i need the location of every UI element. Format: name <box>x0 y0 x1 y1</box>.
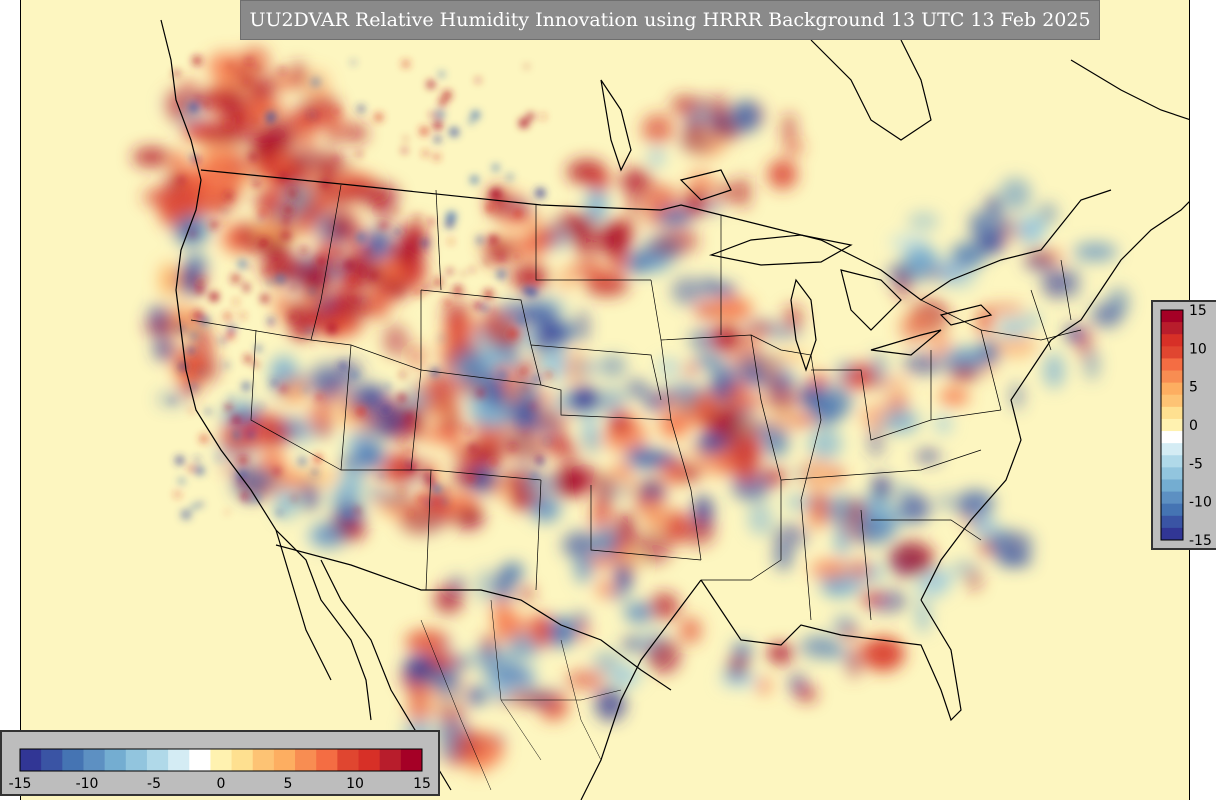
texas-coast <box>580 579 702 800</box>
colorbar-swatch <box>104 749 127 771</box>
colorbar-swatch <box>125 749 148 771</box>
lake-ontario <box>939 304 993 326</box>
horizontal-colorbar-panel: -15 -10 -5 0 5 10 15 <box>0 730 440 796</box>
us-canada-border <box>200 169 1112 301</box>
pacific-coastline <box>160 19 372 721</box>
humidity-innovation-field <box>132 47 1130 776</box>
lake-huron <box>840 269 902 331</box>
colorbar-swatch <box>1161 394 1183 408</box>
colorbar-tick-label: 5 <box>1189 380 1198 396</box>
colorbar-swatch <box>379 749 402 771</box>
baja-coastline <box>275 529 332 681</box>
colorbar-tick-label: -5 <box>1189 456 1203 472</box>
colorbar-swatch <box>1161 334 1183 347</box>
colorbar-tick-label: 5 <box>284 776 293 792</box>
colorbar-tick-label: 15 <box>1189 303 1207 319</box>
colorbar-swatch <box>168 749 190 771</box>
map-area <box>20 0 1190 800</box>
colorbar-tick-label: -15 <box>1189 533 1212 548</box>
colorbar-swatch <box>337 749 360 771</box>
colorbar-swatch <box>1161 382 1183 396</box>
colorbar-swatch <box>1161 346 1183 359</box>
colorbar-swatch <box>252 749 275 771</box>
colorbar-swatch <box>316 749 338 771</box>
colorbar-tick-label: -15 <box>9 776 32 792</box>
lake-michigan <box>790 278 817 372</box>
colorbar-swatch <box>41 749 63 771</box>
colorbar-swatch <box>20 749 42 771</box>
colorbar-swatch <box>1161 418 1183 432</box>
colorbar-tick-label: 15 <box>413 776 431 792</box>
colorbar-swatch <box>1161 431 1183 444</box>
colorbar-swatch <box>1161 443 1183 456</box>
colorbar-swatch <box>1161 503 1183 517</box>
colorbar-swatch <box>1161 491 1183 505</box>
colorbar-swatch <box>1161 310 1183 323</box>
colorbar-tick-label: -5 <box>147 776 161 792</box>
map-boundaries <box>160 19 1189 800</box>
vertical-colorbar: 15 10 5 0 -5 -10 -15 <box>1160 303 1212 548</box>
gulf-coastline <box>700 579 962 722</box>
colorbar-swatch <box>62 749 84 771</box>
map-canvas <box>132 19 1189 800</box>
colorbar-swatch <box>1161 370 1183 384</box>
colorbar-tick-label: -10 <box>76 776 99 792</box>
lake-superior <box>708 234 853 266</box>
us-mexico-border <box>275 544 672 691</box>
colorbar-swatch <box>231 749 254 771</box>
state-borders <box>190 184 1082 621</box>
colorbar-tick-label: 0 <box>217 776 226 792</box>
colorbar-swatch <box>210 749 233 771</box>
lake-of-the-woods <box>679 169 732 201</box>
canada-coast-east <box>1070 59 1189 120</box>
lake-winnipeg <box>600 79 632 172</box>
colorbar-tick-label: -10 <box>1189 495 1212 511</box>
colorbar-swatch <box>1161 455 1183 468</box>
lake-erie <box>870 329 942 356</box>
colorbar-swatch <box>273 749 296 771</box>
mexico-states <box>420 599 622 791</box>
colorbar-swatch <box>1161 479 1183 493</box>
colorbar-swatch <box>189 749 211 771</box>
colorbar-swatch <box>1161 322 1183 335</box>
vertical-colorbar-panel: 15 10 5 0 -5 -10 -15 <box>1151 300 1216 550</box>
colorbar-swatch <box>146 749 169 771</box>
colorbar-swatch <box>1161 467 1183 480</box>
colorbar-tick-label: 10 <box>346 776 364 792</box>
map-title: UU2DVAR Relative Humidity Innovation usi… <box>240 0 1100 40</box>
hudson-bay-coast <box>810 39 932 141</box>
colorbar-swatch <box>295 749 317 771</box>
colorbar-tick-label: 10 <box>1189 341 1207 357</box>
colorbar-swatch <box>1161 527 1183 541</box>
colorbar-swatch <box>83 749 106 771</box>
colorbar-swatch <box>1161 515 1183 529</box>
colorbar-swatch <box>1161 406 1183 420</box>
colorbar-swatch <box>1161 358 1183 372</box>
atlantic-coastline <box>920 201 1189 601</box>
colorbar-tick-label: 0 <box>1189 418 1198 434</box>
colorbar-swatch <box>358 749 381 771</box>
humidity-innovation-detail <box>170 55 553 520</box>
horizontal-colorbar: -15 -10 -5 0 5 10 15 <box>9 748 431 792</box>
colorbar-swatch <box>400 749 423 771</box>
